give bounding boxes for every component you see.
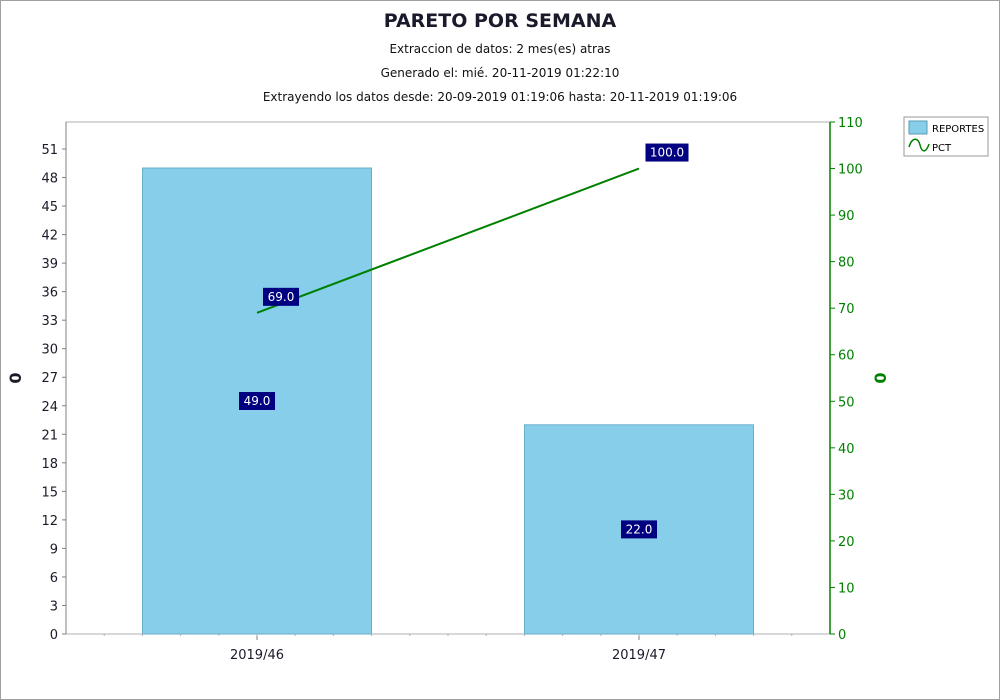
bar-value-label-2019/47: 22.0 xyxy=(626,522,653,536)
left-tick-label: 18 xyxy=(41,457,58,472)
left-tick-label: 12 xyxy=(41,514,58,529)
legend-swatch-bar xyxy=(908,120,928,135)
right-tick-label: 60 xyxy=(838,349,855,364)
left-tick-label: 24 xyxy=(41,400,58,415)
legend: REPORTES PCT xyxy=(903,116,989,157)
left-tick-label: 9 xyxy=(50,542,58,557)
left-tick-label: 30 xyxy=(41,343,58,358)
chart-subtitle-extraction: Extraccion de datos: 2 mes(es) atras xyxy=(389,42,610,56)
right-tick-label: 0 xyxy=(838,628,846,643)
pct-value-label-2019/46: 69.0 xyxy=(268,290,295,304)
bar-value-label-2019/47-box xyxy=(621,520,657,539)
pct-value-label-2019/47: 100.0 xyxy=(650,146,684,160)
right-tick-label: 20 xyxy=(838,535,855,550)
right-tick-label: 90 xyxy=(838,209,855,224)
left-axis-label: 0 xyxy=(6,372,25,383)
legend-label-reportes: REPORTES xyxy=(932,124,984,135)
chart-subtitle-range: Extrayendo los datos desde: 20-09-2019 0… xyxy=(263,90,737,104)
pct-value-label-2019/47-box xyxy=(645,143,689,162)
bar-value-label-2019/46-box xyxy=(239,392,275,411)
legend-swatch-line xyxy=(908,138,930,152)
left-tick-label: 48 xyxy=(41,172,58,187)
left-tick-label: 33 xyxy=(41,314,58,329)
left-tick-label: 0 xyxy=(50,628,58,643)
right-tick-label: 10 xyxy=(838,581,855,596)
right-tick-label: 30 xyxy=(838,488,855,503)
left-tick-label: 15 xyxy=(41,485,58,500)
plot-area: 0369121518212427303336394245485101020304… xyxy=(41,116,862,663)
pct-line xyxy=(256,167,640,314)
pct-value-label-2019/46-box xyxy=(263,287,299,306)
left-tick-label: 6 xyxy=(50,571,58,586)
left-tick-label: 21 xyxy=(41,428,58,443)
left-tick-label: 36 xyxy=(41,286,58,301)
right-tick-label: 70 xyxy=(838,302,855,317)
bar-value-label-2019/46: 49.0 xyxy=(244,394,271,408)
x-tick-label-2019/47: 2019/47 xyxy=(612,648,666,663)
left-tick-label: 39 xyxy=(41,257,58,272)
right-tick-label: 110 xyxy=(838,116,863,131)
right-axis-label: 0 xyxy=(871,372,890,383)
chart-subtitle-generated: Generado el: mié. 20-11-2019 01:22:10 xyxy=(381,66,620,80)
legend-label-pct: PCT xyxy=(932,143,952,154)
left-tick-label: 3 xyxy=(50,599,58,614)
left-tick-label: 42 xyxy=(41,229,58,244)
right-tick-label: 100 xyxy=(838,163,863,178)
left-tick-label: 51 xyxy=(41,143,58,158)
chart-title: PARETO POR SEMANA xyxy=(384,10,617,32)
left-tick-label: 45 xyxy=(41,200,58,215)
right-tick-label: 80 xyxy=(838,256,855,271)
x-tick-label-2019/46: 2019/46 xyxy=(230,648,284,663)
left-tick-label: 27 xyxy=(41,371,58,386)
right-tick-label: 40 xyxy=(838,442,855,457)
right-tick-label: 50 xyxy=(838,395,855,410)
